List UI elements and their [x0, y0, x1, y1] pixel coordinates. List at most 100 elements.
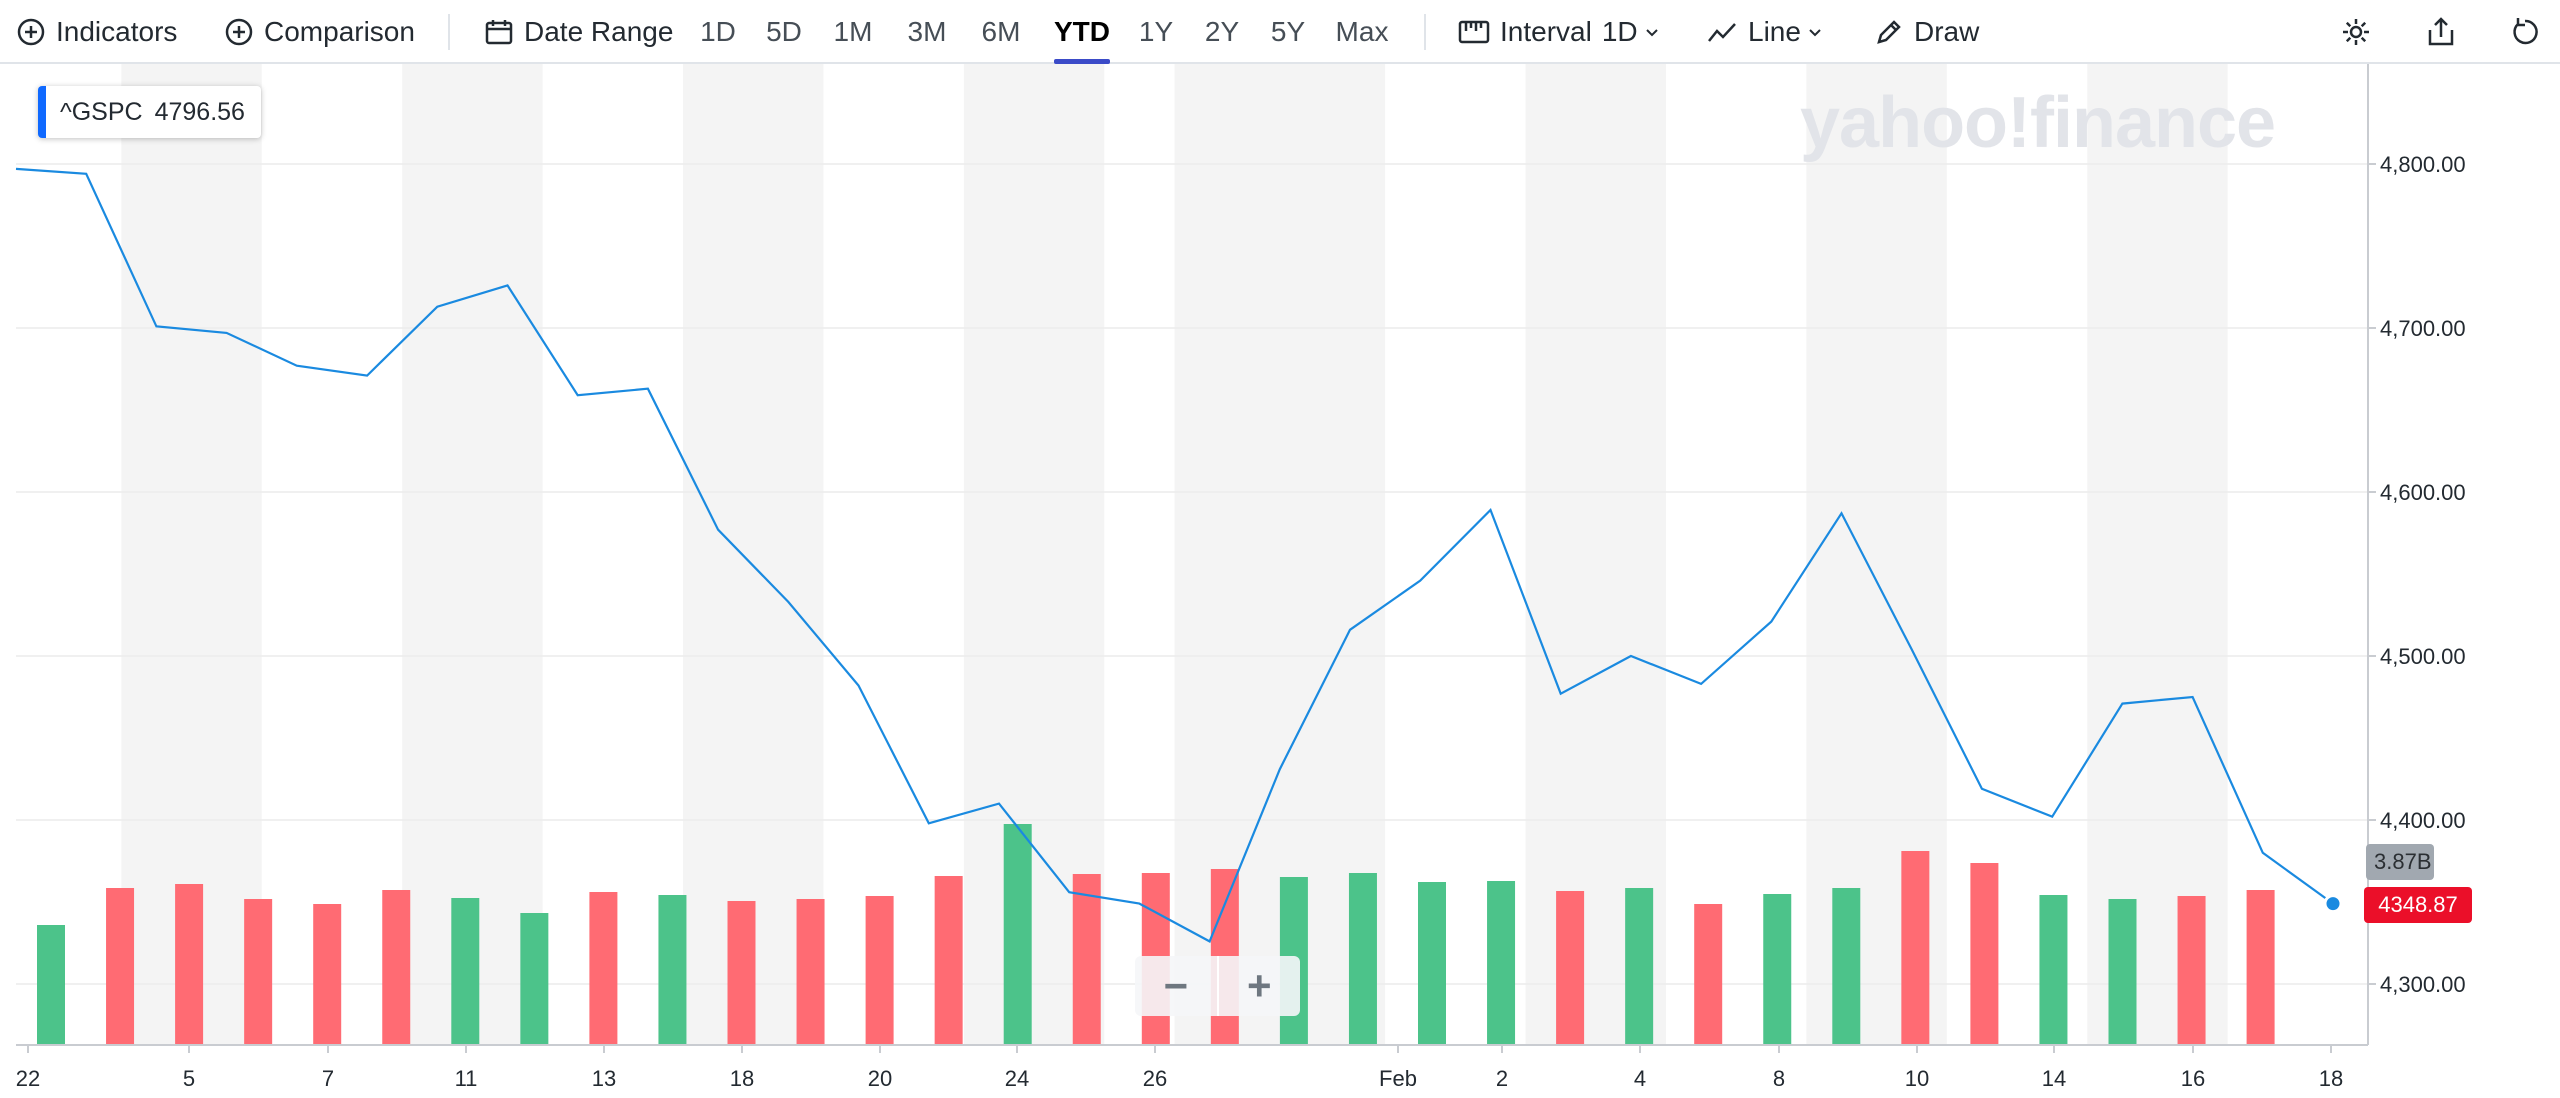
- interval-value: 1D: [1601, 16, 1638, 47]
- chevron-down-icon: [1645, 29, 1658, 37]
- volume-bar-down: [313, 904, 342, 1045]
- y-tick-label: 4,500.00: [2380, 644, 2466, 669]
- volume-bar-up: [2108, 899, 2137, 1045]
- date-range-button[interactable]: Date Range: [484, 0, 673, 64]
- x-tick-label: 13: [592, 1066, 616, 1091]
- range-1m[interactable]: 1M: [833, 16, 873, 47]
- volume-bar-down: [382, 890, 411, 1045]
- line-chart-icon: [1708, 23, 1736, 42]
- comparison-label: Comparison: [264, 16, 415, 47]
- draw-label: Draw: [1914, 16, 1980, 47]
- y-tick-label: 4,800.00: [2380, 152, 2466, 177]
- volume-bar-down: [865, 896, 894, 1045]
- settings-button[interactable]: [2340, 0, 2372, 64]
- share-icon: [2428, 17, 2454, 46]
- x-tick-label: 4: [1634, 1066, 1646, 1091]
- volume-badge: 3.87B: [2366, 844, 2434, 880]
- volume-bar-up: [1487, 881, 1516, 1045]
- chart-type-button[interactable]: Line: [1706, 0, 1823, 64]
- volume-bar-up: [451, 898, 480, 1045]
- x-tick-label: 22: [16, 1066, 40, 1091]
- indicators-button[interactable]: Indicators: [16, 0, 177, 64]
- x-tick-label: 18: [2319, 1066, 2343, 1091]
- reset-button[interactable]: [2510, 0, 2540, 64]
- x-tick-label: 11: [455, 1066, 478, 1091]
- range-5d[interactable]: 5D: [766, 16, 802, 47]
- symbol-name: ^GSPC: [60, 97, 143, 126]
- x-tick-label: 16: [2181, 1066, 2205, 1091]
- x-tick-label: 14: [2042, 1066, 2066, 1091]
- range-ytd[interactable]: YTD: [1054, 0, 1110, 64]
- zoom-out-button[interactable]: −: [1135, 956, 1219, 1016]
- volume-bar-down: [934, 876, 963, 1045]
- range-3m[interactable]: 3M: [907, 16, 947, 47]
- x-tick-label: 10: [1905, 1066, 1929, 1091]
- interval-button[interactable]: Interval 1D: [1458, 0, 1660, 64]
- price-chart[interactable]: 4,300.00 4,400.00 4,500.00 4,600.00 4,700.00…: [0, 64, 2560, 1098]
- range-1d[interactable]: 1D: [700, 16, 736, 47]
- x-tick-label: 24: [1005, 1066, 1029, 1091]
- x-tick-label: 18: [730, 1066, 754, 1091]
- ruler-icon: [1458, 20, 1490, 44]
- y-axis-ticks: 4,300.00 4,400.00 4,500.00 4,600.00 4,700.00…: [2368, 152, 2466, 997]
- background-band: [683, 64, 824, 1045]
- gear-icon: [2343, 19, 2369, 45]
- volume-bar-down: [175, 884, 204, 1045]
- volume-bar-up: [1418, 882, 1446, 1045]
- symbol-value: 4796.56: [154, 97, 245, 126]
- chart-type-label: Line: [1748, 16, 1801, 47]
- volume-bar-up: [37, 925, 65, 1045]
- y-tick-label: 4,400.00: [2380, 808, 2466, 833]
- chart-toolbar: Indicators Comparison Date Range 1D 5D 1M 3…: [0, 0, 2560, 64]
- volume-bar-down: [106, 888, 135, 1045]
- comparison-button[interactable]: Comparison: [224, 0, 415, 64]
- y-tick-label: 4,700.00: [2380, 316, 2466, 341]
- volume-bar-down: [1694, 904, 1723, 1045]
- symbol-tag: ^GSPC 4796.56: [38, 86, 261, 138]
- range-2y[interactable]: 2Y: [1204, 16, 1240, 47]
- volume-bar-down: [1072, 874, 1101, 1045]
- y-tick-label: 4,600.00: [2380, 480, 2466, 505]
- volume-bar-down: [589, 892, 618, 1045]
- yahoo-finance-watermark: yahoo!finance: [1800, 83, 2276, 163]
- x-axis-ticks: 22 5 7 11 13 18 20 24 26 Feb 2 4 8 10 14 16 18: [16, 1045, 2343, 1091]
- volume-bar-up: [1832, 888, 1861, 1045]
- zoom-in-button[interactable]: +: [1246, 962, 1272, 1009]
- volume-bar-down: [796, 899, 825, 1045]
- volume-bar-up: [1625, 888, 1654, 1045]
- volume-bar-down: [244, 899, 273, 1045]
- pencil-icon: [1877, 20, 1901, 44]
- plus-circle-icon: [225, 18, 253, 46]
- range-6m[interactable]: 6M: [981, 16, 1021, 47]
- toolbar-divider: [448, 14, 450, 50]
- x-tick-label: 20: [868, 1066, 892, 1091]
- interval-label: Interval: [1500, 16, 1592, 47]
- zoom-control: − +: [1135, 956, 1300, 1016]
- x-tick-label: 26: [1143, 1066, 1167, 1091]
- date-range-label: Date Range: [524, 16, 674, 47]
- toolbar-divider: [1424, 14, 1426, 50]
- range-5y[interactable]: 5Y: [1270, 16, 1306, 47]
- plus-circle-icon: [17, 18, 45, 46]
- background-band: [2087, 64, 2228, 1045]
- volume-bar-down: [1556, 891, 1585, 1045]
- range-max[interactable]: Max: [1335, 16, 1389, 47]
- x-tick-label: Feb: [1379, 1066, 1417, 1091]
- x-tick-label: 7: [322, 1066, 334, 1091]
- volume-bar-down: [2177, 896, 2206, 1045]
- reset-icon: [2513, 18, 2538, 45]
- draw-button[interactable]: Draw: [1874, 0, 1979, 64]
- volume-bars: [37, 824, 2275, 1045]
- share-button[interactable]: [2426, 0, 2456, 64]
- x-tick-label: 5: [183, 1066, 195, 1091]
- volume-bar-down: [1901, 851, 1930, 1045]
- volume-bar-down: [727, 901, 756, 1045]
- volume-bar-down: [2246, 890, 2275, 1045]
- background-band: [1525, 64, 1666, 1045]
- volume-bar-up: [520, 913, 549, 1045]
- x-tick-label: 2: [1496, 1066, 1508, 1091]
- volume-bar-up: [1003, 824, 1032, 1045]
- range-1y[interactable]: 1Y: [1138, 16, 1174, 47]
- background-band: [402, 64, 543, 1045]
- x-tick-label: 8: [1773, 1066, 1785, 1091]
